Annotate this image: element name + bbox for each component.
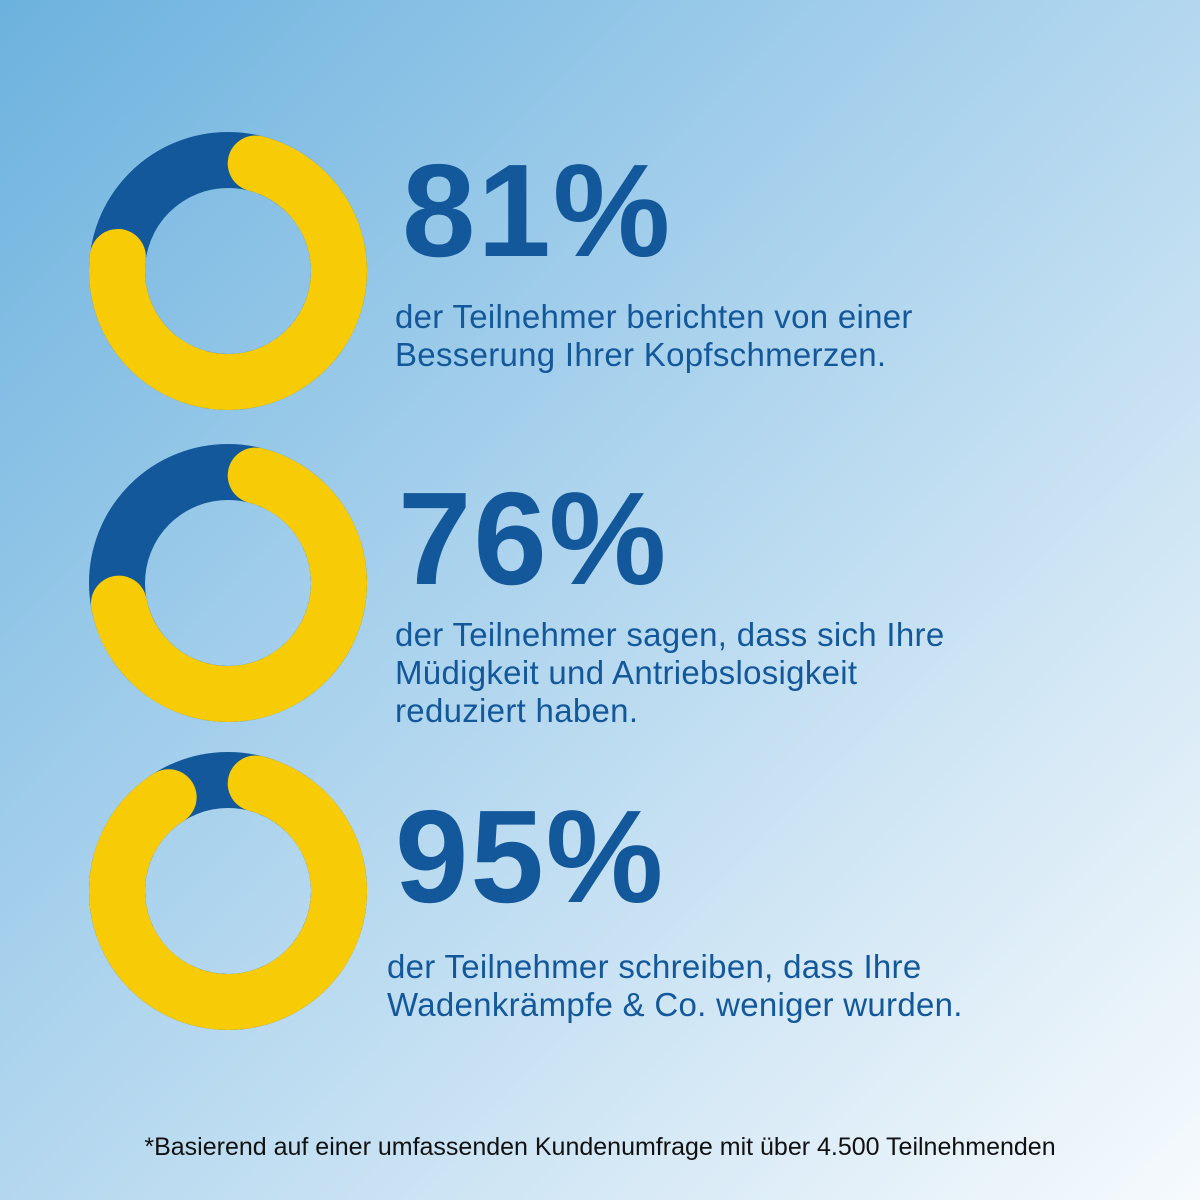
stat-percentage-3: 95% bbox=[395, 783, 666, 930]
stat-description-2-line-3: reduziert haben. bbox=[395, 692, 639, 729]
donut-chart-2 bbox=[89, 444, 367, 722]
stat-description-1-line-1: der Teilnehmer berichten von einer bbox=[395, 298, 913, 335]
stat-percentage-1: 81% bbox=[402, 137, 673, 284]
stat-description-2: der Teilnehmer sagen, dass sich Ihre Müd… bbox=[395, 616, 1095, 730]
donut-value-segment bbox=[89, 132, 367, 410]
donut-value-segment bbox=[89, 752, 367, 1030]
stat-description-1-line-2: Besserung Ihrer Kopfschmerzen. bbox=[395, 336, 887, 373]
stat-block-3: 95% der Teilnehmer schreiben, dass Ihre … bbox=[0, 751, 1200, 1051]
stat-block-2: 76% der Teilnehmer sagen, dass sich Ihre… bbox=[0, 443, 1200, 743]
stat-description-2-line-2: Müdigkeit und Antriebslosigkeit bbox=[395, 654, 858, 691]
stat-description-3: der Teilnehmer schreiben, dass Ihre Wade… bbox=[387, 948, 1087, 1024]
stat-description-3-line-1: der Teilnehmer schreiben, dass Ihre bbox=[387, 948, 922, 985]
donut-chart-1 bbox=[89, 132, 367, 410]
footnote: *Basierend auf einer umfassenden Kundenu… bbox=[144, 1133, 1056, 1161]
stat-block-1: 81% der Teilnehmer berichten von einer B… bbox=[0, 131, 1200, 431]
stat-description-1: der Teilnehmer berichten von einer Besse… bbox=[395, 298, 1095, 374]
donut-value-segment bbox=[89, 444, 367, 722]
stat-percentage-2: 76% bbox=[398, 465, 669, 612]
stat-description-3-line-2: Wadenkrämpfe & Co. weniger wurden. bbox=[387, 986, 963, 1023]
donut-chart-3 bbox=[89, 752, 367, 1030]
stat-description-2-line-1: der Teilnehmer sagen, dass sich Ihre bbox=[395, 616, 945, 653]
